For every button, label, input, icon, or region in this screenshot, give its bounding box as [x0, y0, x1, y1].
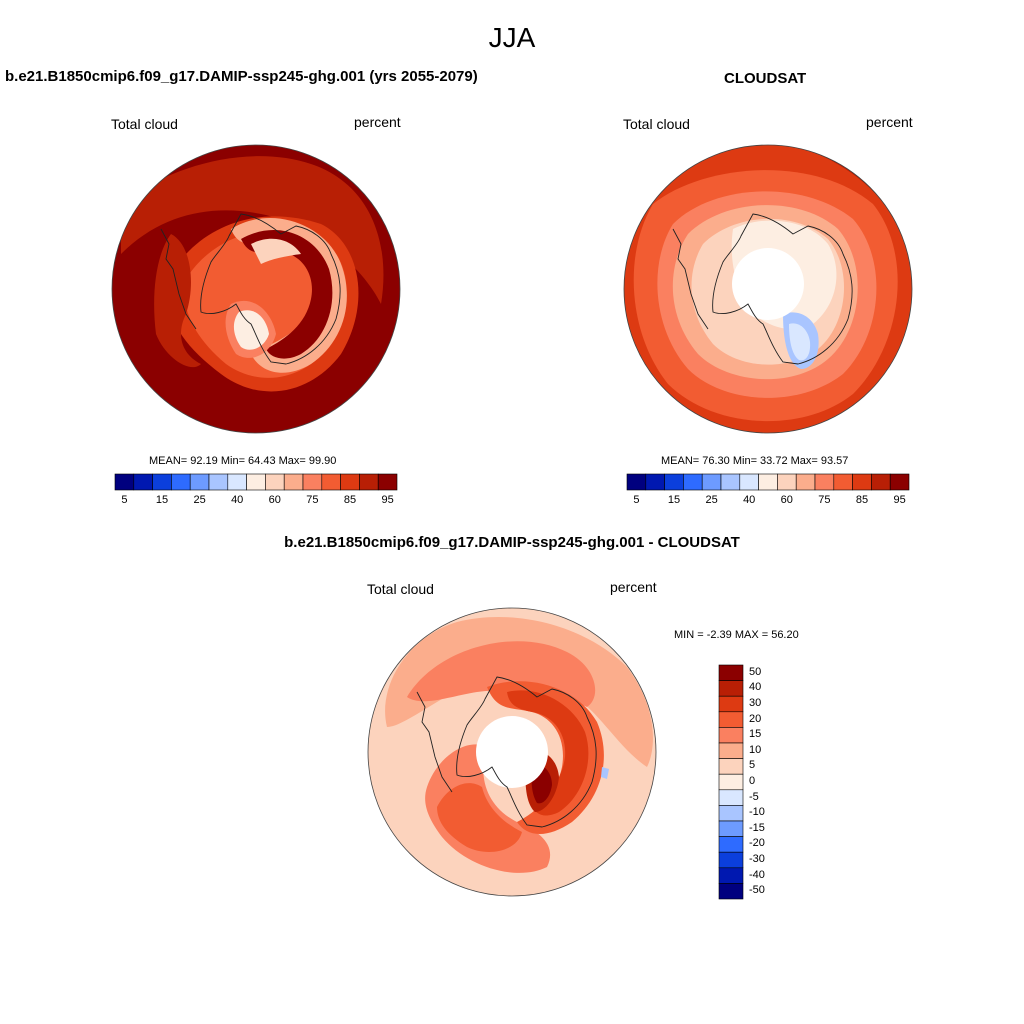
colorbar-swatch	[718, 883, 744, 900]
colorbar-swatch	[718, 680, 744, 697]
panel2-polar-map	[623, 144, 913, 434]
colorbar-swatch	[718, 820, 744, 837]
colorbar-tick-label: 40	[231, 494, 244, 506]
colorbar-tick-label: -50	[749, 884, 765, 897]
colorbar-swatch	[189, 473, 210, 491]
panel1-stats: MEAN= 92.19 Min= 64.43 Max= 99.90	[149, 455, 337, 467]
panel3-polar-map	[367, 607, 657, 897]
panel1-units-label: percent	[354, 114, 401, 130]
colorbar-swatch	[718, 805, 744, 822]
colorbar-tick-label: 0	[749, 775, 756, 787]
colorbar-swatch	[718, 773, 744, 791]
colorbar-swatch	[302, 473, 323, 491]
colorbar-tick-label: -20	[749, 837, 765, 850]
colorbar-swatch	[359, 473, 379, 491]
panel3-stats: MIN = -2.39 MAX = 56.20	[674, 629, 799, 641]
panel2-title: CLOUDSAT	[724, 70, 807, 87]
colorbar-swatch	[720, 473, 741, 491]
colorbar-swatch	[718, 851, 744, 869]
colorbar-swatch	[265, 473, 285, 491]
colorbar-swatch	[340, 473, 360, 491]
colorbar-tick-label: 15	[155, 494, 169, 506]
colorbar-tick-label: 60	[780, 494, 793, 506]
panel3-title: b.e21.B1850cmip6.f09_g17.DAMIP-ssp245-gh…	[284, 534, 740, 551]
colorbar-swatch	[171, 473, 191, 491]
colorbar-swatch	[718, 742, 744, 759]
colorbar-swatch	[377, 473, 398, 491]
colorbar-swatch	[701, 473, 722, 491]
colorbar-tick-label: -40	[749, 868, 765, 881]
panel2-colorbar-labels: 5 15 25 40 60 75 85 95	[627, 494, 909, 510]
colorbar-swatch	[208, 473, 229, 491]
panel1-variable-label: Total cloud	[111, 116, 178, 132]
colorbar-swatch	[739, 473, 759, 491]
colorbar-tick-label: 75	[306, 494, 319, 506]
panel2-variable-label: Total cloud	[623, 116, 690, 132]
colorbar-tick-label: 50	[749, 665, 762, 678]
panel2-units-label: percent	[866, 114, 913, 130]
colorbar-tick-label: 15	[749, 728, 762, 741]
colorbar-swatch	[718, 789, 744, 806]
colorbar-swatch	[321, 473, 341, 491]
colorbar-tick-label: -15	[749, 821, 765, 834]
colorbar-tick-label: 20	[749, 712, 762, 725]
colorbar-swatch	[152, 473, 172, 491]
colorbar-tick-label: 40	[749, 681, 762, 694]
colorbar-tick-label: -10	[749, 806, 765, 819]
colorbar-swatch	[777, 473, 797, 491]
colorbar-swatch	[283, 473, 304, 491]
colorbar-swatch	[718, 711, 744, 728]
colorbar-swatch	[718, 727, 744, 744]
panel2-stats: MEAN= 76.30 Min= 33.72 Max= 93.57	[661, 455, 849, 467]
colorbar-tick-label: 5	[633, 494, 640, 506]
colorbar-swatch	[833, 473, 853, 491]
panel3-colorbar	[718, 664, 744, 900]
colorbar-swatch	[795, 473, 816, 491]
panel1-colorbar-labels: 5 15 25 40 60 75 85 95	[115, 494, 397, 510]
colorbar-swatch	[227, 473, 247, 491]
colorbar-swatch	[852, 473, 872, 491]
colorbar-tick-label: -5	[749, 790, 759, 803]
colorbar-tick-label: -30	[749, 853, 765, 865]
colorbar-tick-label: 15	[667, 494, 681, 506]
colorbar-tick-label: 10	[749, 743, 762, 756]
colorbar-tick-label: 60	[268, 494, 281, 506]
panel2-colorbar	[626, 473, 910, 491]
colorbar-tick-label: 95	[893, 494, 906, 506]
panel1-colorbar	[114, 473, 398, 491]
colorbar-tick-label: 25	[705, 494, 718, 506]
panel3-colorbar-labels: 50 40 30 20 15 10 5 0 -5 -10 -15 -20 -30 -40 -50	[749, 665, 789, 899]
colorbar-swatch	[114, 473, 135, 491]
colorbar-swatch	[718, 836, 744, 853]
colorbar-swatch	[133, 473, 153, 491]
colorbar-swatch	[683, 473, 703, 491]
colorbar-swatch	[718, 695, 744, 713]
panel3-variable-label: Total cloud	[367, 581, 434, 597]
colorbar-swatch	[645, 473, 665, 491]
colorbar-swatch	[889, 473, 910, 491]
colorbar-tick-label: 5	[121, 494, 128, 506]
colorbar-swatch	[758, 473, 778, 491]
colorbar-tick-label: 85	[343, 494, 357, 506]
colorbar-tick-label: 85	[855, 494, 869, 506]
colorbar-tick-label: 95	[381, 494, 394, 506]
colorbar-swatch	[626, 473, 647, 491]
colorbar-tick-label: 5	[749, 759, 756, 772]
colorbar-swatch	[871, 473, 891, 491]
panel3-units-label: percent	[610, 579, 657, 595]
colorbar-swatch	[246, 473, 266, 491]
figure-title: JJA	[488, 22, 536, 53]
colorbar-swatch	[664, 473, 684, 491]
colorbar-swatch	[814, 473, 835, 491]
colorbar-tick-label: 30	[749, 697, 762, 709]
colorbar-swatch	[718, 664, 744, 681]
colorbar-swatch	[718, 867, 744, 884]
panel1-polar-map	[111, 144, 401, 434]
colorbar-tick-label: 75	[818, 494, 831, 506]
colorbar-tick-label: 40	[743, 494, 756, 506]
colorbar-tick-label: 25	[193, 494, 206, 506]
panel1-title: b.e21.B1850cmip6.f09_g17.DAMIP-ssp245-gh…	[5, 68, 478, 85]
colorbar-swatch	[718, 758, 744, 775]
